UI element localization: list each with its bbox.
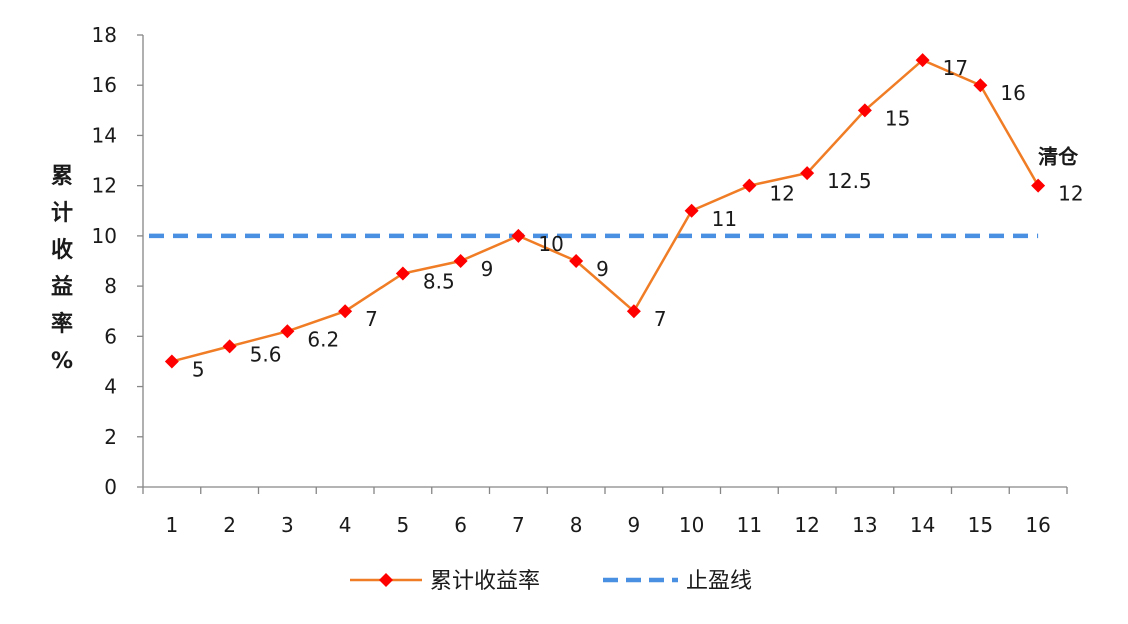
y-axis-label-char: 收: [51, 237, 73, 263]
x-tick-label: 4: [339, 513, 352, 537]
legend: 累计收益率 止盈线: [350, 569, 752, 594]
data-point-marker: [165, 354, 179, 368]
data-point-marker: [511, 229, 525, 243]
y-tick-label: 16: [92, 73, 117, 97]
x-tick-label: 6: [454, 513, 467, 537]
data-label: 12: [1058, 182, 1083, 206]
x-tick-label: 8: [570, 513, 583, 537]
data-point-marker: [685, 204, 699, 218]
x-tick-label: 9: [628, 513, 641, 537]
x-tick-label: 16: [1025, 513, 1050, 537]
data-labels: 5 5.6 6.2 7 8.5 9 10 9 7 11 12 12.5 15 17 16 12: [192, 56, 1084, 381]
data-label: 11: [712, 207, 737, 231]
y-axis-label-char: %: [51, 349, 73, 374]
data-point-marker: [454, 254, 468, 268]
data-label: 5: [192, 357, 205, 381]
x-tick-labels: 1 2 3 4 5 6 7 8 9 10 11 12 13 14 15 16: [166, 513, 1051, 537]
y-tick-label: 4: [104, 375, 117, 399]
data-label: 7: [365, 307, 378, 331]
data-label: 6.2: [307, 327, 339, 351]
y-tick-label: 12: [92, 174, 117, 198]
data-label: 16: [1000, 81, 1025, 105]
x-tick-label: 3: [281, 513, 294, 537]
x-tick-label: 1: [166, 513, 179, 537]
data-label: 12: [769, 182, 794, 206]
data-point-marker: [338, 304, 352, 318]
cumulative-return-series: [165, 53, 1045, 368]
data-label: 9: [481, 257, 494, 281]
x-tick-label: 7: [512, 513, 525, 537]
data-label: 8.5: [423, 270, 455, 294]
legend-swatch-marker: [379, 573, 393, 587]
x-tick-label: 13: [852, 513, 877, 537]
x-tick-label: 14: [910, 513, 935, 537]
annotation-label: 清仓: [1038, 145, 1079, 169]
y-tick-labels: 0 2 4 6 8 10 12 14 16 18: [92, 23, 117, 499]
y-tick-label: 2: [104, 425, 117, 449]
y-tick-label: 10: [92, 224, 117, 248]
y-axis-label-char: 益: [51, 274, 73, 300]
x-tick-label: 12: [794, 513, 819, 537]
cumulative-return-line: [172, 60, 1038, 361]
data-point-marker: [280, 324, 294, 338]
data-label: 5.6: [250, 342, 282, 366]
x-tick-label: 11: [737, 513, 762, 537]
data-point-marker: [973, 78, 987, 92]
legend-label: 止盈线: [686, 569, 752, 594]
data-label: 17: [943, 56, 968, 80]
data-label: 12.5: [827, 169, 872, 193]
data-label: 10: [538, 232, 563, 256]
y-tick-label: 18: [92, 23, 117, 47]
data-point-marker: [1031, 179, 1045, 193]
y-tick-label: 14: [92, 123, 117, 147]
y-tick-label: 6: [104, 324, 117, 348]
x-tick-label: 2: [223, 513, 236, 537]
data-point-marker: [223, 339, 237, 353]
y-tick-label: 0: [104, 475, 117, 499]
y-axis-label-char: 累: [51, 164, 73, 189]
data-label: 7: [654, 307, 667, 331]
y-axis-label-char: 率: [51, 311, 73, 337]
x-tick-label: 15: [968, 513, 993, 537]
annotation: 清仓: [1038, 145, 1079, 169]
data-label: 9: [596, 257, 609, 281]
x-tick-label: 10: [679, 513, 704, 537]
x-tick-label: 5: [397, 513, 410, 537]
data-point-marker: [396, 267, 410, 281]
legend-label: 累计收益率: [430, 569, 540, 594]
y-axis-label: 累计收益率%: [51, 164, 73, 374]
y-axis-label-char: 计: [51, 201, 73, 226]
data-point-marker: [742, 179, 756, 193]
y-tick-label: 8: [104, 274, 117, 298]
data-label: 15: [885, 106, 910, 130]
